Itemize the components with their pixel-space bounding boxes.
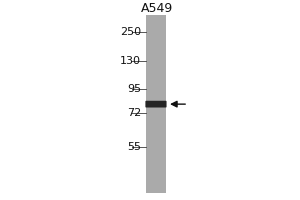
Text: A549: A549 (141, 2, 174, 15)
Text: 55: 55 (127, 142, 141, 152)
Text: 130: 130 (120, 56, 141, 66)
FancyBboxPatch shape (146, 101, 167, 108)
Bar (146, 15, 167, 193)
Text: 72: 72 (127, 108, 141, 118)
Text: 250: 250 (120, 27, 141, 37)
Text: 95: 95 (127, 84, 141, 94)
